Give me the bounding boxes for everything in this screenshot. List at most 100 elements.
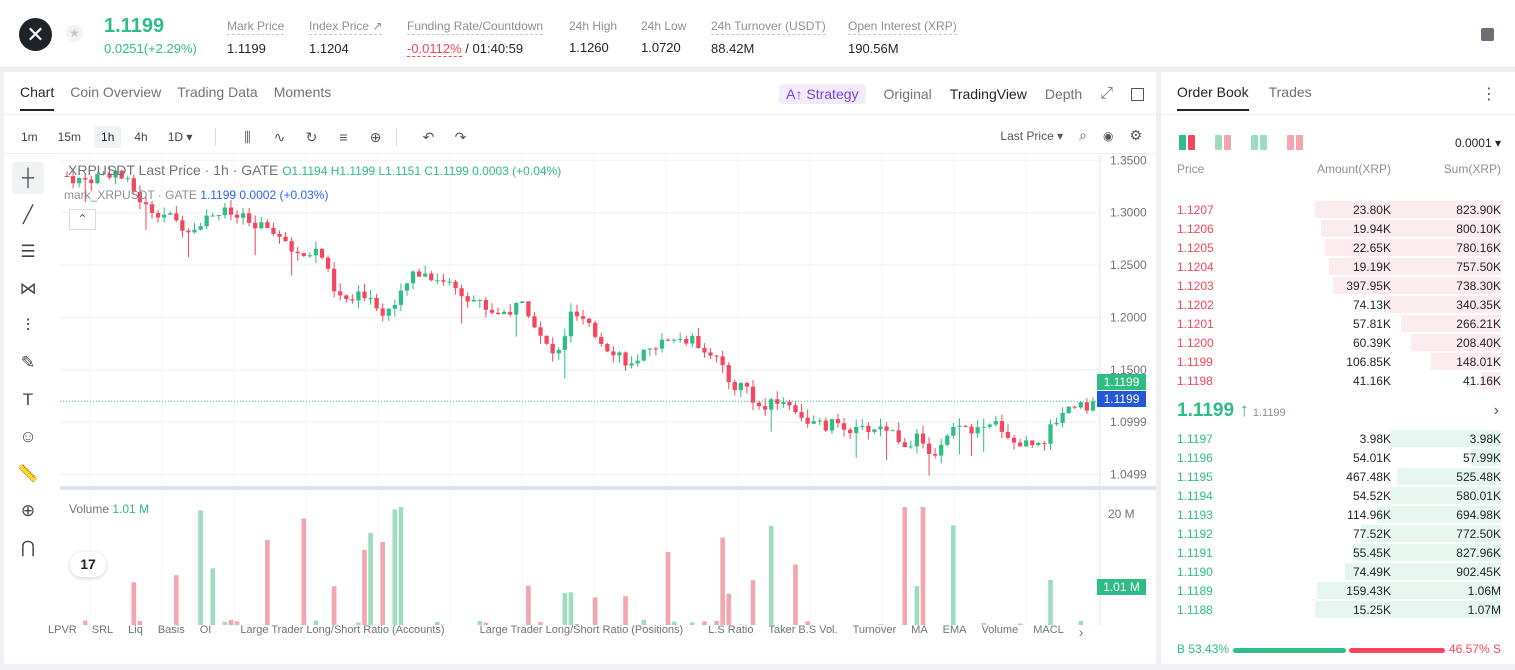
bid-row[interactable]: 1.1193 114.96K 694.98K <box>1161 505 1515 524</box>
fib-icon[interactable]: ⫶ <box>25 316 31 335</box>
ruler-icon[interactable]: 📏 <box>17 464 39 483</box>
magnet-icon[interactable]: ⋂ <box>21 538 35 557</box>
horizontal-lines-icon[interactable]: ☰ <box>20 242 36 261</box>
tick-size-dropdown[interactable]: 0.0001 ▾ <box>1454 136 1501 150</box>
timeframe-15m[interactable]: 15m <box>57 130 82 144</box>
zoom-in-icon[interactable]: ⊕ <box>20 501 36 520</box>
crosshair-icon[interactable]: ┼ <box>12 162 44 194</box>
text-tool-icon[interactable]: T <box>22 390 34 409</box>
volume-bar <box>398 507 404 625</box>
funding-rate-value[interactable]: -0.0112% <box>407 41 462 57</box>
replay-icon[interactable]: ↻ <box>305 128 318 145</box>
stat-label[interactable]: Index Price ↗ <box>309 19 383 35</box>
indicator-turnover[interactable]: Turnover <box>852 624 897 636</box>
templates-icon[interactable]: ≡ <box>339 129 348 145</box>
indicator-taker-vol[interactable]: Taker B.S Vol. <box>768 624 838 636</box>
ask-row[interactable]: 1.1204 19.19K 757.50K <box>1161 257 1515 276</box>
chevron-right-icon[interactable]: › <box>1493 402 1499 419</box>
view-bids-asks-icon[interactable] <box>1215 135 1231 150</box>
timeframe-1h[interactable]: 1h <box>94 126 122 148</box>
gear-icon[interactable]: ⚙ <box>1129 127 1142 143</box>
tab-moments[interactable]: Moments <box>273 84 332 100</box>
indicator-srl[interactable]: SRL <box>91 624 114 636</box>
ask-row[interactable]: 1.1199 106.85K 148.01K <box>1161 352 1515 371</box>
indicator-lt-positions[interactable]: Large Trader Long/Short Ratio (Positions… <box>479 624 684 636</box>
indicator-lpvr[interactable]: LPVR <box>48 624 77 636</box>
bid-row[interactable]: 1.1192 77.52K 772.50K <box>1161 524 1515 543</box>
timeframe-1m[interactable]: 1m <box>21 130 38 144</box>
bid-row[interactable]: 1.1194 54.52K 580.01K <box>1161 486 1515 505</box>
undo-icon[interactable]: ↶ <box>422 128 435 145</box>
camera-icon[interactable]: ◉ <box>1102 128 1114 143</box>
ask-row[interactable]: 1.1207 23.80K 823.90K <box>1161 200 1515 219</box>
view-both-icon[interactable] <box>1179 135 1195 150</box>
view-asks-icon[interactable] <box>1287 135 1303 150</box>
bid-price: 1.1194 <box>1177 489 1213 503</box>
timeframe-4h[interactable]: 4h <box>134 130 148 144</box>
stat-label[interactable]: Mark Price <box>227 19 285 35</box>
bid-row[interactable]: 1.1195 467.48K 525.48K <box>1161 467 1515 486</box>
ratio-bar <box>1233 648 1445 653</box>
expand-icon[interactable]: ⤢ <box>1100 85 1113 102</box>
price-mode-dropdown[interactable]: Last Price ▾ <box>1000 128 1064 143</box>
timeframe-1d-dropdown[interactable]: 1D ▾ <box>167 130 193 144</box>
indicators-icon[interactable]: ∿ <box>273 128 286 145</box>
candlestick-chart[interactable]: 1.3500 1.3000 1.2500 1.2000 1.1500 1.0999 1.04… <box>60 155 1156 625</box>
favorite-star-icon[interactable]: ★ <box>66 25 83 42</box>
pattern-icon[interactable]: ⋈ <box>19 279 37 298</box>
emoji-icon[interactable]: ☺ <box>19 427 37 446</box>
indicator-ma[interactable]: MA <box>911 624 928 636</box>
indicator-volume[interactable]: Volume <box>981 624 1019 636</box>
add-indicator-icon[interactable]: ⊕ <box>369 128 382 145</box>
ask-amount: 19.94K <box>1352 222 1391 236</box>
tab-trades[interactable]: Trades <box>1268 84 1312 100</box>
ask-row[interactable]: 1.1205 22.65K 780.16K <box>1161 238 1515 257</box>
indicator-ema[interactable]: EMA <box>942 624 967 636</box>
ask-row[interactable]: 1.1206 19.94K 800.10K <box>1161 219 1515 238</box>
document-icon[interactable] <box>1481 28 1494 41</box>
bid-row[interactable]: 1.1190 74.49K 902.45K <box>1161 562 1515 581</box>
collapse-legend-button[interactable]: ⌃ <box>69 209 96 230</box>
view-tradingview[interactable]: TradingView <box>949 86 1027 102</box>
view-depth[interactable]: Depth <box>1044 86 1083 102</box>
strategy-button[interactable]: A↑ Strategy <box>779 84 866 104</box>
trend-line-icon[interactable]: ╱ <box>22 205 34 224</box>
tab-chart[interactable]: Chart <box>20 84 55 111</box>
indicator-oi[interactable]: OI <box>199 624 212 636</box>
scroll-right-icon[interactable]: › <box>1078 624 1084 640</box>
ask-row[interactable]: 1.1201 57.81K 266.21K <box>1161 314 1515 333</box>
indicator-macd[interactable]: MACL <box>1033 624 1064 636</box>
bid-row[interactable]: 1.1191 55.45K 827.96K <box>1161 543 1515 562</box>
ask-row[interactable]: 1.1202 74.13K 340.35K <box>1161 295 1515 314</box>
bid-row[interactable]: 1.1189 159.43K 1.06M <box>1161 581 1515 600</box>
candle-body <box>319 248 325 258</box>
more-icon[interactable]: ⋮ <box>1481 86 1497 103</box>
indicator-liq[interactable]: Liq <box>128 624 143 636</box>
view-original[interactable]: Original <box>883 86 932 102</box>
ask-row[interactable]: 1.1198 41.16K 41.16K <box>1161 371 1515 390</box>
indicator-basis[interactable]: Basis <box>157 624 185 636</box>
tab-trading-data[interactable]: Trading Data <box>177 84 258 100</box>
stat-label[interactable]: Open Interest (XRP) <box>848 19 957 35</box>
candle-body <box>131 178 136 192</box>
ask-price: 1.1198 <box>1177 374 1213 388</box>
candle-body <box>599 336 604 344</box>
indicator-ls-ratio[interactable]: L.S Ratio <box>708 624 754 636</box>
bid-row[interactable]: 1.1197 3.98K 3.98K <box>1161 429 1515 448</box>
bid-row[interactable]: 1.1188 15.25K 1.07M <box>1161 600 1515 619</box>
tab-coin-overview[interactable]: Coin Overview <box>70 84 162 100</box>
volume-bar <box>362 549 367 625</box>
ask-row[interactable]: 1.1200 60.39K 208.40K <box>1161 333 1515 352</box>
redo-icon[interactable]: ↷ <box>454 128 467 145</box>
bid-row[interactable]: 1.1196 54.01K 57.99K <box>1161 448 1515 467</box>
brush-icon[interactable]: ✎ <box>20 353 36 372</box>
view-bids-icon[interactable] <box>1251 135 1267 150</box>
search-icon[interactable]: ⌕ <box>1079 127 1087 143</box>
stat-label[interactable]: 24h Turnover (USDT) <box>711 19 826 35</box>
window-icon[interactable] <box>1131 87 1144 101</box>
tab-order-book[interactable]: Order Book <box>1177 84 1249 111</box>
indicator-lt-accounts[interactable]: Large Trader Long/Short Ratio (Accounts) <box>240 624 445 636</box>
candle-type-icon[interactable]: ⫼ <box>244 128 251 145</box>
stat-label[interactable]: Funding Rate/Countdown <box>407 19 544 35</box>
ask-row[interactable]: 1.1203 397.95K 738.30K <box>1161 276 1515 295</box>
